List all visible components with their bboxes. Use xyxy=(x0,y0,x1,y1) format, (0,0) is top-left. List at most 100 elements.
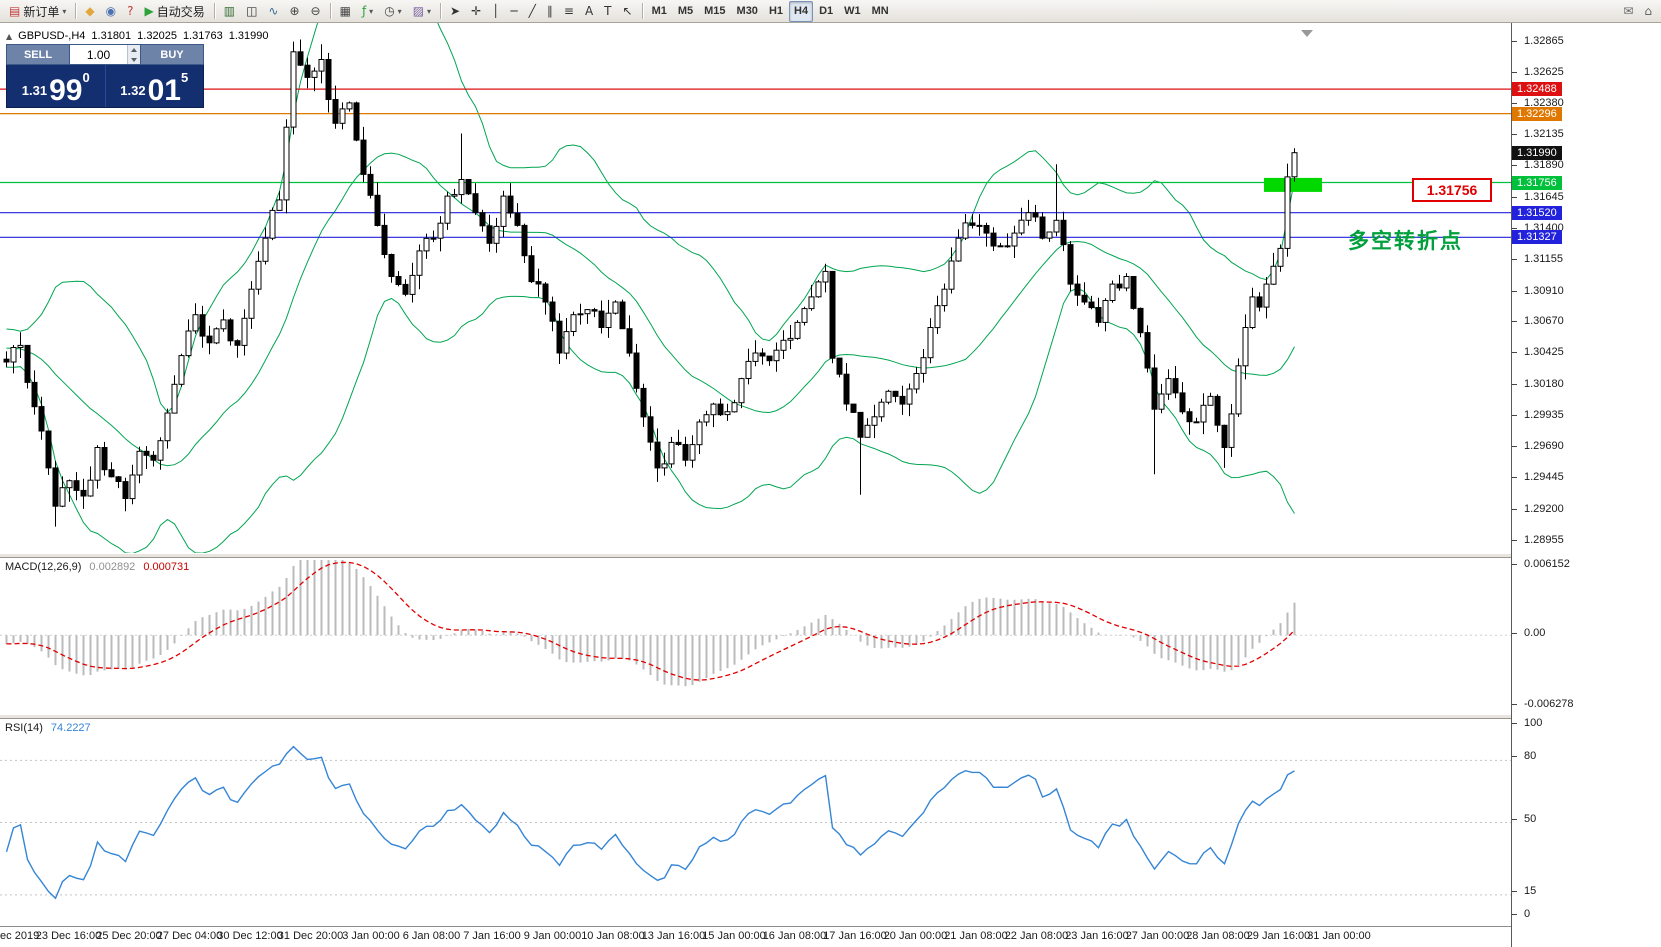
time-axis-label: 30 Dec 12:00 xyxy=(217,930,283,942)
home-button[interactable]: ⌂ xyxy=(1639,1,1657,22)
autotrading-button[interactable]: ▶ 自动交易 xyxy=(139,1,209,22)
new-order-icon: ▤ xyxy=(9,4,21,18)
toolbar-separator xyxy=(75,3,77,19)
tf-m15-button[interactable]: M15 xyxy=(699,1,730,22)
price-axis-tick: 1.30180 xyxy=(1512,377,1564,390)
breakout-highlight-box[interactable] xyxy=(1264,177,1322,192)
trendline-icon: ╱ xyxy=(528,4,536,18)
rsi-label: RSI(14) 74.2227 xyxy=(5,722,91,734)
sell-price[interactable]: 1.31 99 0 xyxy=(7,65,105,107)
macd-panel[interactable]: MACD(12,26,9) 0.002892 0.000731 xyxy=(0,558,1511,714)
zoom-in-button[interactable]: ⊕ xyxy=(284,1,304,22)
label-button[interactable]: T xyxy=(599,1,616,22)
tf-d1-button[interactable]: D1 xyxy=(814,1,838,22)
market-watch-button[interactable]: ◆ xyxy=(80,1,99,22)
label-icon: T xyxy=(604,4,612,18)
trendline-button[interactable]: ╱ xyxy=(524,1,541,22)
tf-h1-button[interactable]: H1 xyxy=(764,1,788,22)
tf-m15-button-label: M15 xyxy=(704,5,726,17)
ohlc-open: 1.31801 xyxy=(91,30,132,42)
sell-button[interactable]: SELL xyxy=(6,44,70,65)
collapse-arrow-icon[interactable]: ▲ xyxy=(6,31,13,41)
plot-column: ▲ GBPUSD-,H4 1.31801 1.32025 1.31763 1.3… xyxy=(0,23,1511,947)
price-axis-tick: 1.29200 xyxy=(1512,502,1564,515)
indicators-button[interactable]: ƒ ▾ xyxy=(357,1,378,22)
tf-m1-button-label: M1 xyxy=(651,5,667,17)
zoom-out-button[interactable]: ⊖ xyxy=(306,1,326,22)
volume-decrease-button[interactable] xyxy=(128,54,140,64)
time-axis-label: 22 Jan 08:00 xyxy=(1004,930,1069,942)
level-callout-text: 1.31756 xyxy=(1426,182,1478,199)
new-order-button[interactable]: ▤ 新订单 ▾ xyxy=(4,1,71,22)
time-axis-label: 27 Jan 00:00 xyxy=(1125,930,1190,942)
cursor-icon: ➤ xyxy=(450,4,461,18)
current-price-badge: 1.31990 xyxy=(1512,145,1562,160)
volume-increase-button[interactable] xyxy=(128,45,140,55)
fibonacci-button[interactable]: ≡ xyxy=(559,1,579,22)
macd-axis-tick: 0.00 xyxy=(1512,627,1546,640)
candles-layer xyxy=(3,39,1298,527)
macd-histogram xyxy=(5,560,1296,687)
cursor-button[interactable]: ➤ xyxy=(445,1,465,22)
tf-d1-button-label: D1 xyxy=(819,5,834,17)
tf-m1-button[interactable]: M1 xyxy=(647,1,672,22)
turning-point-label[interactable]: 多空转折点 xyxy=(1348,228,1463,253)
macd-plot xyxy=(0,560,1511,687)
tile-windows-button[interactable]: ▦ xyxy=(335,1,356,22)
tf-m30-button[interactable]: M30 xyxy=(732,1,763,22)
horizontal-levels[interactable] xyxy=(0,88,1511,238)
tf-mn-button[interactable]: MN xyxy=(867,1,894,22)
data-window-button[interactable]: ◉ xyxy=(101,1,121,22)
tf-w1-button[interactable]: W1 xyxy=(839,1,866,22)
help-button[interactable]: ? xyxy=(122,1,138,22)
rsi-axis-tick: 80 xyxy=(1512,750,1537,763)
rsi-name: RSI(14) xyxy=(5,722,43,734)
periods-button[interactable]: ◷ ▾ xyxy=(379,1,407,22)
volume-stepper xyxy=(127,45,140,64)
crosshair-button[interactable]: ✛ xyxy=(466,1,486,22)
market-watch-icon: ◆ xyxy=(85,4,95,18)
templates-button[interactable]: ▨ ▾ xyxy=(408,1,436,22)
macd-value-main: 0.002892 xyxy=(89,561,136,573)
price-display: 1.31 99 0 1.32 01 5 xyxy=(6,65,204,108)
panel-splitter[interactable] xyxy=(0,553,1511,558)
chart-shift-marker[interactable] xyxy=(1301,30,1313,37)
time-axis-label: 31 Jan 00:00 xyxy=(1307,930,1371,942)
bar-chart-button[interactable]: ▥ xyxy=(219,1,240,22)
macd-label: MACD(12,26,9) 0.002892 0.000731 xyxy=(5,561,189,573)
fibonacci-icon: ≡ xyxy=(563,4,574,18)
level-callout[interactable]: 1.31756 xyxy=(1412,178,1492,203)
candlestick-chart-button[interactable]: ◫ xyxy=(241,1,262,22)
toolbar-separator xyxy=(440,3,442,19)
autotrading-button-label: 自动交易 xyxy=(156,4,205,19)
arrows-button[interactable]: ↖ xyxy=(618,1,638,22)
channel-button[interactable]: ∥ xyxy=(542,1,558,22)
price-axis-tick: 1.31890 xyxy=(1512,159,1564,172)
candlestick-chart-icon: ◫ xyxy=(246,4,258,18)
panel-splitter[interactable] xyxy=(0,714,1511,719)
mail-button[interactable]: ✉ xyxy=(1618,1,1638,22)
price-chart[interactable] xyxy=(0,23,1511,553)
tf-h4-button[interactable]: H4 xyxy=(789,0,814,22)
tf-w1-button-label: W1 xyxy=(844,5,861,17)
chart-window: ▲ GBPUSD-,H4 1.31801 1.32025 1.31763 1.3… xyxy=(0,23,1661,947)
volume-input[interactable] xyxy=(70,45,127,64)
vertical-line-button[interactable]: │ xyxy=(487,1,504,22)
rsi-panel[interactable]: RSI(14) 74.2227 xyxy=(0,719,1511,926)
bar-chart-icon: ▥ xyxy=(223,4,236,18)
time-axis-label: 16 Jan 08:00 xyxy=(762,930,827,942)
price-axis-tick: 1.29935 xyxy=(1512,408,1564,421)
buy-button[interactable]: BUY xyxy=(140,44,204,65)
line-chart-button[interactable]: ∿ xyxy=(263,1,283,22)
main-chart-panel[interactable]: ▲ GBPUSD-,H4 1.31801 1.32025 1.31763 1.3… xyxy=(0,23,1511,553)
toolbar: ▤ 新订单 ▾ ◆ ◉? ▶ 自动交易 ▥ ◫ ∿ ⊕ ⊖ ▦ ƒ ▾ ◷ ▾ ▨ ▾ ➤ ✛ │ ─ ╱ ∥ ≡ A T ↖ M1 M5 M… xyxy=(0,0,1661,23)
text-button[interactable]: A xyxy=(580,1,598,22)
price-axis[interactable]: 1.32865 1.32625 1.32380 1.32135 1.31890 1.316… xyxy=(1511,23,1661,947)
channel-icon: ∥ xyxy=(546,4,553,18)
rsi-line xyxy=(5,745,1295,900)
horizontal-line-button[interactable]: ─ xyxy=(505,1,522,22)
tf-m5-button[interactable]: M5 xyxy=(673,1,698,22)
buy-price[interactable]: 1.32 01 5 xyxy=(106,65,204,107)
